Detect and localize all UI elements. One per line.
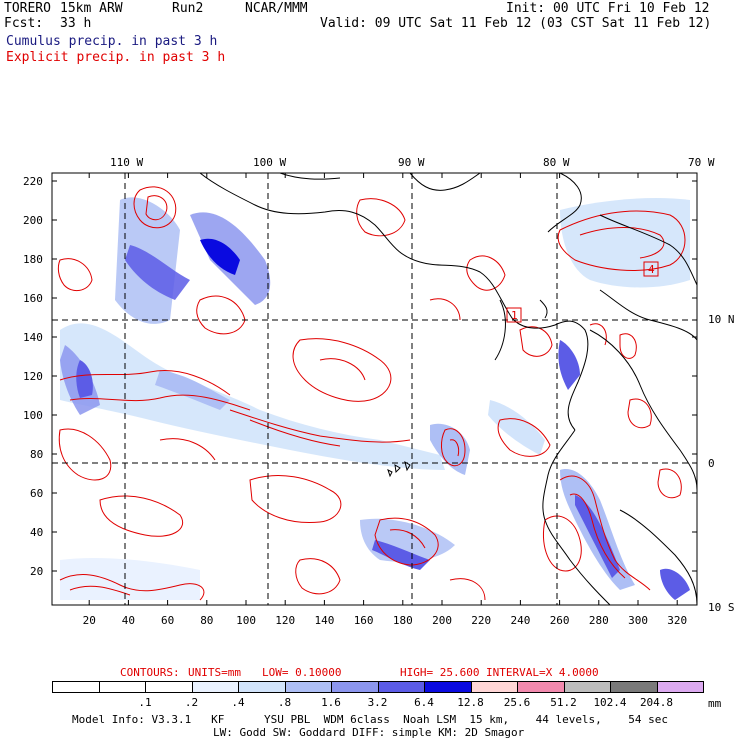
x-tick-label: 40 (121, 614, 136, 627)
x-tick-label: 220 (471, 614, 492, 627)
marker-box-4 (643, 261, 659, 277)
lon-label-100w: 100 W (253, 156, 287, 169)
y-tick-label: 100 (23, 409, 43, 422)
y-tick-label: 200 (23, 214, 43, 227)
contour-units: UNITS=mm (188, 666, 241, 679)
contour-low: LOW= 0.10000 (262, 666, 342, 679)
organization: NCAR/MMM (245, 1, 308, 16)
valid-time: Valid: 09 UTC Sat 11 Feb 12 (03 CST Sat … (320, 16, 712, 31)
forecast-hours: 33 h (60, 16, 92, 31)
x-tick-label: 280 (588, 614, 609, 627)
physics-info: LW: Godd SW: Goddard DIFF: simple KM: 2D… (213, 726, 525, 739)
x-tick-label: 140 (314, 614, 335, 627)
colorbar-label: 12.8 (457, 696, 484, 709)
colorbar-label: 1.6 (321, 696, 341, 709)
x-tick-label: 260 (549, 614, 570, 627)
x-tick-label: 100 (236, 614, 256, 627)
colorbar-swatch (563, 681, 611, 693)
y-tick-label: 120 (23, 370, 43, 383)
x-tick-label: 80 (200, 614, 214, 627)
y-tick-label: 20 (30, 565, 44, 578)
model-info: Model Info: V3.3.1 KF YSU PBL WDM 6class… (72, 713, 669, 726)
colorbar-label: 25.6 (503, 696, 531, 709)
colorbar-label: 6.4 (414, 696, 434, 709)
colorbar-label: .2 (184, 696, 199, 709)
x-tick-label: 160 (353, 614, 374, 627)
x-tick-label: 300 (628, 614, 648, 627)
colorbar-swatch (52, 681, 100, 693)
colorbar-swatch (284, 681, 332, 693)
axis-ticks (52, 173, 697, 605)
lon-label-110w: 110 W (110, 156, 144, 169)
colorbar-swatch (470, 681, 518, 693)
contour-interval: INTERVAL=X 4.0000 (486, 666, 599, 679)
lon-label-80w: 80 W (543, 156, 570, 169)
marker-box-1 (506, 307, 522, 323)
map-frame (51, 172, 698, 606)
forecast-label: Fcst: (4, 16, 44, 31)
lat-label-0: 0 (708, 457, 715, 470)
colorbar-label: .4 (231, 696, 245, 709)
y-tick-label: 40 (30, 526, 44, 539)
explicit-precip-contours (57, 186, 686, 601)
colorbar-label: .1 (138, 696, 152, 709)
colorbar-swatch (377, 681, 425, 693)
y-tick-label: 180 (23, 253, 43, 266)
colorbar-swatch (610, 681, 658, 693)
x-tick-label: 120 (275, 614, 296, 627)
x-tick-label: 60 (161, 614, 175, 627)
colorbar-swatch (238, 681, 286, 693)
y-tick-label: 80 (30, 448, 44, 461)
y-tick-label: 60 (30, 487, 44, 500)
run-label: Run2 (172, 1, 204, 16)
colorbar-swatch (191, 681, 239, 693)
y-tick-label: 140 (23, 331, 43, 344)
x-tick-label: 320 (667, 614, 688, 627)
y-tick-label: 220 (23, 175, 43, 188)
model-name: TORERO (4, 1, 51, 16)
colorbar-swatch (331, 681, 379, 693)
marker-label-1: 1 (511, 309, 518, 322)
cumulus-precip-shading (60, 197, 690, 600)
contour-high: HIGH= 25.600 (400, 666, 480, 679)
legend-explicit: Explicit precip. in past 3 h (6, 50, 226, 65)
colorbar-swatch (517, 681, 565, 693)
colorbar-label: 3.2 (367, 696, 388, 709)
colorbar-swatch (656, 681, 704, 693)
colorbar-label: 204.8 (639, 696, 674, 709)
marker-label-4: 4 (648, 263, 655, 276)
x-tick-label: 20 (82, 614, 96, 627)
legend-cumulus: Cumulus precip. in past 3 h (6, 34, 218, 49)
grid-resolution: 15km ARW (60, 1, 123, 16)
colorbar-swatch (145, 681, 193, 693)
contour-title: CONTOURS: (120, 666, 180, 679)
x-tick-label: 240 (510, 614, 531, 627)
colorbar-unit: mm (708, 697, 722, 710)
x-tick-label: 200 (432, 614, 452, 627)
init-time: Init: 00 UTC Fri 10 Feb 12 (506, 1, 710, 16)
lat-label-10s: 10 S (708, 601, 735, 614)
lon-label-90w: 90 W (398, 156, 425, 169)
colorbar-label: 51.2 (550, 696, 577, 709)
lon-label-70w: 70 W (688, 156, 715, 169)
colorbar-label: 102.4 (593, 696, 627, 709)
y-tick-label: 160 (23, 292, 43, 305)
colorbar-label: .8 (277, 696, 292, 709)
colorbar-swatch (98, 681, 146, 693)
graticule (52, 173, 697, 605)
lat-label-10n: 10 N (708, 313, 735, 326)
x-tick-label: 180 (392, 614, 413, 627)
colorbar-swatch (424, 681, 472, 693)
